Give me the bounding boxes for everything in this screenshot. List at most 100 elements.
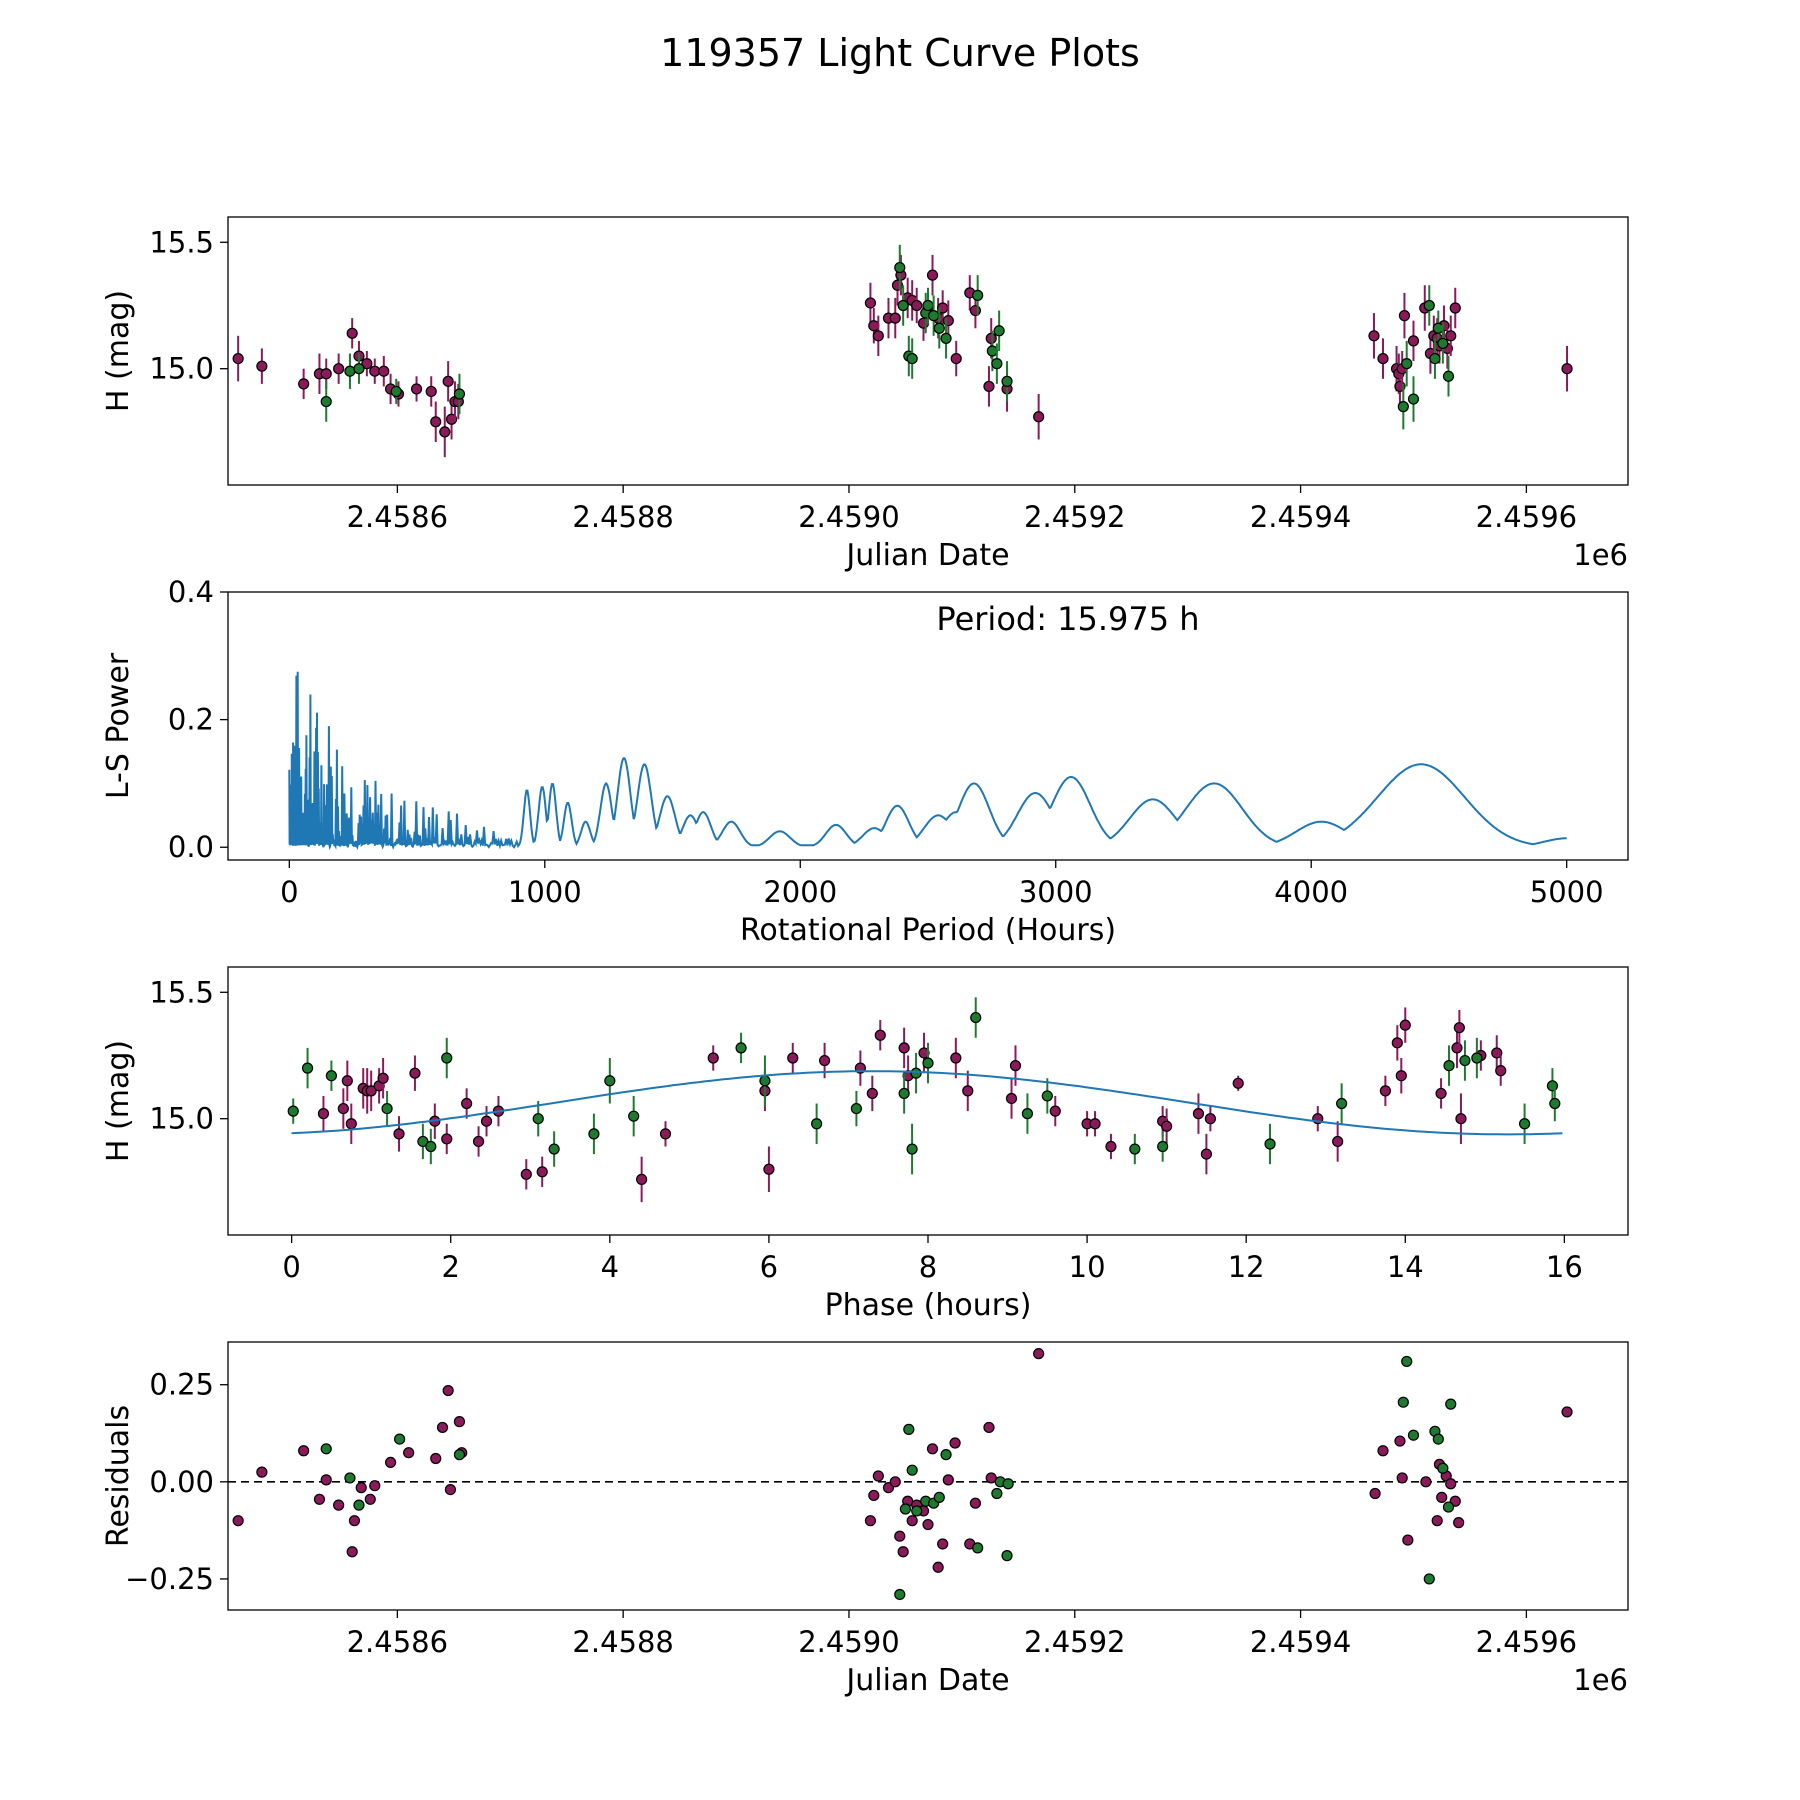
data-point-green	[1442, 1501, 1455, 1513]
data-point-green	[986, 345, 998, 357]
data-point-purple	[969, 304, 982, 317]
x-tick-label: 5000	[1530, 875, 1604, 909]
data-point-purple	[1455, 1113, 1467, 1125]
data-point-green	[1432, 322, 1444, 334]
data-point-green	[1397, 1396, 1409, 1408]
data-point-green	[1459, 1054, 1471, 1067]
data-point-purple	[256, 1466, 268, 1478]
data-point-purple	[536, 1166, 548, 1178]
x-tick-label: 2.4586	[347, 1625, 448, 1659]
data-point-green	[394, 1433, 406, 1445]
data-point-green	[906, 1464, 918, 1476]
period-annotation: Period: 15.975 h	[936, 600, 1199, 638]
x-tick-label: 14	[1387, 1250, 1424, 1284]
data-point-purple	[985, 332, 997, 344]
x-tick-label: 16	[1546, 1250, 1583, 1284]
data-point-green	[850, 1102, 863, 1115]
data-point-green	[353, 1499, 365, 1511]
data-point-green	[353, 363, 365, 375]
data-point-green	[811, 1118, 823, 1130]
x-tick-label: 2.4596	[1476, 1625, 1577, 1659]
data-point-purple	[409, 1067, 421, 1079]
phased-panel: 0 2 4 6 8 10 12 14 16 15.0 15.5 Phase (hours) H (mag…	[101, 966, 1629, 1323]
data-point-purple	[1445, 330, 1457, 342]
x-tick-label: 2.4590	[798, 500, 899, 534]
x-tick-label: 0	[282, 1250, 300, 1284]
figure-title: 119357 Light Curve Plots	[660, 31, 1140, 75]
data-point-purple	[917, 317, 930, 329]
data-point-green	[910, 1067, 922, 1079]
y-tick-label: 15.0	[149, 1102, 214, 1136]
data-point-purple	[1449, 302, 1461, 314]
x-tick-label: 6	[760, 1250, 778, 1284]
data-point-purple	[364, 1493, 376, 1505]
data-point-purple	[1394, 1435, 1406, 1447]
data-point-green	[1437, 1462, 1449, 1474]
data-point-purple	[341, 1075, 353, 1087]
data-point-green	[1001, 375, 1013, 387]
data-point-purple	[1396, 1472, 1408, 1484]
data-point-purple	[937, 1538, 949, 1550]
data-point-green	[320, 395, 332, 408]
data-point-green	[1546, 1080, 1559, 1092]
data-point-purple	[1033, 411, 1045, 423]
data-point-green	[759, 1075, 771, 1087]
x-tick-label: 2.4592	[1024, 1625, 1125, 1659]
data-point-green	[453, 388, 466, 400]
data-point-green	[1423, 299, 1435, 312]
x-axis-label: Julian Date	[844, 538, 1009, 573]
data-point-green	[320, 1443, 332, 1455]
x-tick-label: 2.4588	[572, 500, 673, 534]
data-point-green	[1443, 1060, 1455, 1072]
x-tick-label: 2.4594	[1250, 1625, 1351, 1659]
data-point-purple	[926, 269, 939, 281]
x-tick-label: 1000	[508, 875, 582, 909]
data-point-purple	[298, 1445, 310, 1457]
data-point-purple	[949, 1437, 961, 1449]
data-point-green	[940, 1449, 952, 1461]
data-point-green	[1445, 1398, 1457, 1410]
data-point-purple	[1192, 1108, 1205, 1120]
data-point-green	[1407, 393, 1420, 405]
data-point-purple	[1379, 1085, 1391, 1097]
data-point-purple	[872, 1470, 884, 1482]
x-tick-label: 2.4596	[1476, 500, 1577, 534]
x-tick-label: 4	[601, 1250, 619, 1284]
data-point-purple	[393, 1128, 405, 1140]
data-point-green	[1336, 1097, 1348, 1110]
data-point-purple	[453, 1416, 466, 1428]
data-point-green	[898, 1087, 910, 1100]
data-point-green	[972, 1542, 984, 1554]
data-point-purple	[787, 1052, 799, 1064]
y-tick-label: 15.5	[149, 975, 214, 1009]
data-point-purple	[1049, 1105, 1061, 1117]
data-point-purple	[872, 330, 884, 342]
data-point-green	[1129, 1143, 1141, 1155]
data-point-green	[532, 1113, 544, 1125]
data-point-green	[894, 261, 906, 274]
data-point-purple	[361, 358, 373, 370]
data-point-purple	[444, 1483, 457, 1496]
data-point-purple	[441, 1133, 453, 1145]
x-tick-label: 8	[919, 1250, 937, 1284]
lightcurve-panel: 2.4586 2.4588 2.4590 2.4592 2.4594 2.4596 15.0…	[101, 216, 1629, 573]
x-tick-label: 2	[442, 1250, 460, 1284]
data-point-purple	[403, 1447, 415, 1459]
data-point-purple	[430, 416, 442, 428]
x-tick-label: 2.4586	[347, 500, 448, 534]
data-point-purple	[1009, 1060, 1022, 1072]
data-point-purple	[1033, 1348, 1045, 1360]
x-tick-label: 12	[1228, 1250, 1265, 1284]
data-point-purple	[983, 1421, 995, 1434]
data-point-green	[301, 1062, 314, 1074]
data-point-purple	[377, 1072, 389, 1084]
data-point-purple	[1377, 352, 1389, 365]
data-point-green	[1471, 1052, 1483, 1064]
data-point-green	[417, 1135, 429, 1148]
data-point-purple	[1436, 1491, 1448, 1503]
data-point-purple	[1407, 335, 1420, 347]
data-point-green	[1264, 1138, 1276, 1150]
data-point-purple	[763, 1163, 775, 1175]
